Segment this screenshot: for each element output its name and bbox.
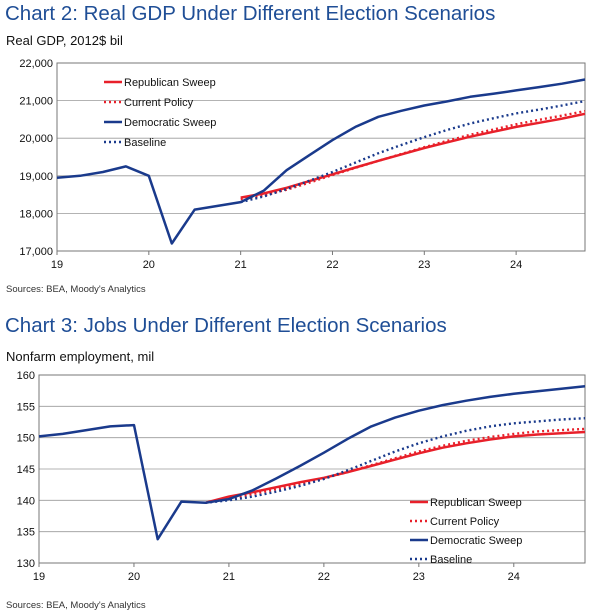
series-line	[240, 112, 586, 199]
legend-label: Current Policy	[430, 516, 500, 528]
jobs-chart-panel: Chart 3: Jobs Under Different Election S…	[0, 312, 595, 615]
y-tick-label: 145	[17, 464, 35, 476]
plot-frame	[56, 62, 586, 252]
series-line	[204, 427, 586, 504]
gdp-line-chart: 17,000 18,000 19,000 20,000 21,000 22,000 19 20…	[19, 58, 586, 271]
series-line	[204, 430, 586, 505]
legend-label: Baseline	[430, 554, 472, 566]
y-tick-label: 130	[17, 558, 35, 570]
chart-title: Chart 3: Jobs Under Different Election S…	[5, 314, 447, 337]
x-tick-label: 23	[418, 259, 430, 271]
y-tick-label: 19,000	[19, 171, 53, 183]
gdp-chart-panel: Chart 2: Real GDP Under Different Electi…	[0, 0, 595, 300]
series-line	[56, 78, 586, 245]
legend-label: Republican Sweep	[124, 77, 216, 89]
y-tick-label: 150	[17, 433, 35, 445]
chart-title: Chart 2: Real GDP Under Different Electi…	[5, 2, 496, 25]
x-tick-label: 23	[413, 571, 425, 583]
x-tick-label: 20	[128, 571, 140, 583]
y-tick-label: 135	[17, 527, 35, 539]
x-tick-label: 21	[235, 259, 247, 271]
x-tick-label: 19	[51, 259, 63, 271]
x-tick-label: 24	[508, 571, 520, 583]
y-tick-label: 21,000	[19, 96, 53, 108]
chart-source: Sources: BEA, Moody's Analytics	[6, 284, 146, 295]
jobs-line-chart: 130 135 140 145 150 155 160 19 20 21 22 23 24 Republi…	[17, 370, 586, 583]
chart-source: Sources: BEA, Moody's Analytics	[6, 600, 146, 611]
y-tick-label: 155	[17, 401, 35, 413]
x-tick-label: 19	[33, 571, 45, 583]
x-tick-label: 22	[318, 571, 330, 583]
legend-label: Current Policy	[124, 97, 194, 109]
legend-label: Baseline	[124, 137, 166, 149]
y-tick-label: 140	[17, 495, 35, 507]
y-tick-label: 22,000	[19, 58, 53, 70]
x-tick-label: 22	[326, 259, 338, 271]
y-tick-label: 17,000	[19, 246, 53, 258]
legend-label: Democratic Sweep	[430, 535, 522, 547]
y-tick-label: 18,000	[19, 208, 53, 220]
legend-label: Democratic Sweep	[124, 117, 216, 129]
x-tick-label: 21	[223, 571, 235, 583]
series-line	[240, 99, 586, 204]
series-line	[38, 385, 586, 541]
plot-frame	[38, 374, 586, 564]
chart-subtitle: Nonfarm employment, mil	[6, 349, 155, 364]
chart-subtitle: Real GDP, 2012$ bil	[6, 33, 123, 48]
y-tick-label: 160	[17, 370, 35, 382]
y-tick-label: 20,000	[19, 133, 53, 145]
legend-label: Republican Sweep	[430, 497, 522, 509]
x-tick-label: 20	[143, 259, 155, 271]
x-tick-label: 24	[510, 259, 522, 271]
